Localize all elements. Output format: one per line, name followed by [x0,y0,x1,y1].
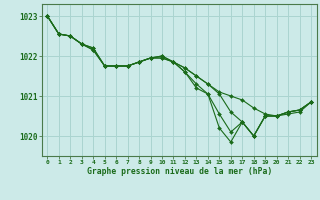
X-axis label: Graphe pression niveau de la mer (hPa): Graphe pression niveau de la mer (hPa) [87,167,272,176]
